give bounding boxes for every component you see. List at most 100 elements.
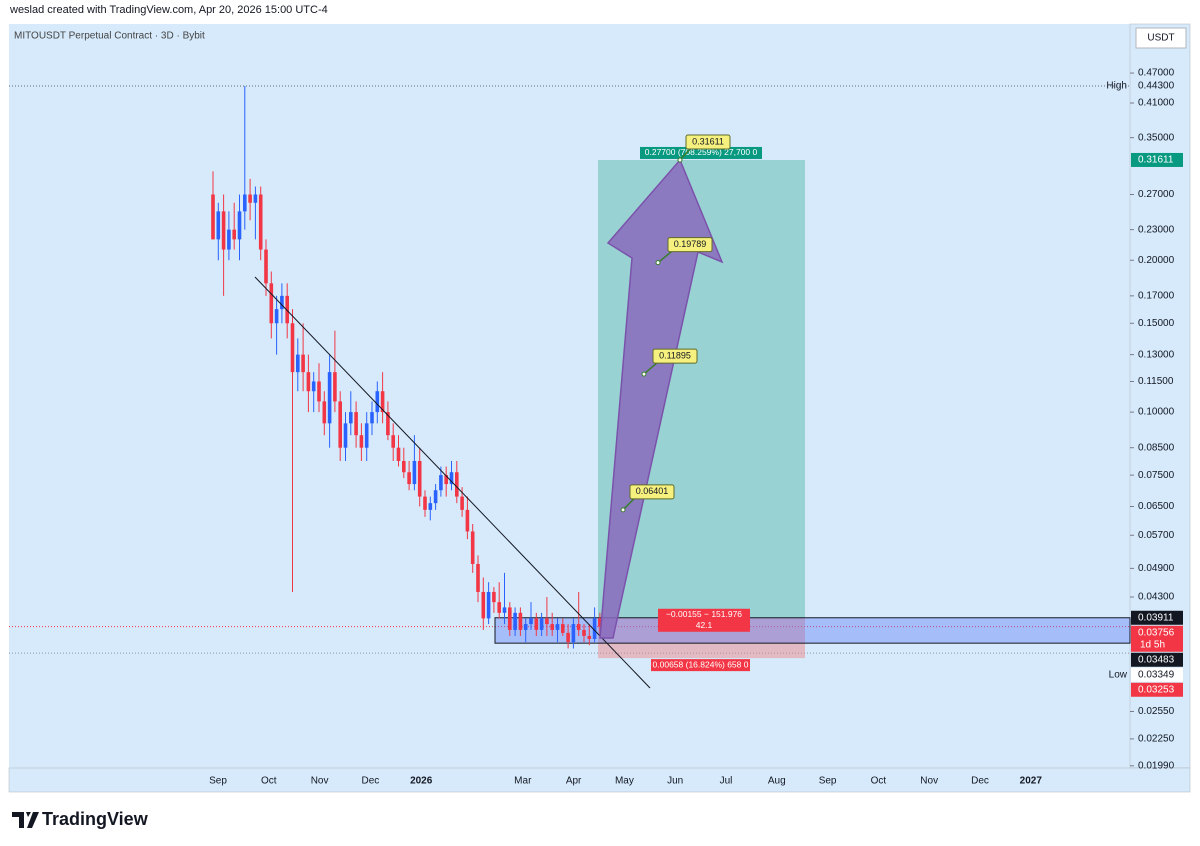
callout-point <box>655 260 661 266</box>
y-tick-label: 0.13000 <box>1138 349 1175 360</box>
y-tick-label: 0.02250 <box>1138 734 1175 745</box>
axis-badge <box>1131 610 1183 625</box>
callout-box <box>667 237 713 253</box>
label-box <box>640 146 762 159</box>
callout-label: 0.06401 <box>636 486 669 496</box>
candle-body <box>290 323 295 373</box>
candle-body <box>370 412 374 424</box>
candle-body <box>576 624 581 630</box>
candle-body <box>571 624 576 643</box>
time-axis <box>8 767 1191 793</box>
candle-body <box>539 618 544 630</box>
candle-body <box>264 249 268 284</box>
candle-body <box>349 412 353 424</box>
candle-body <box>221 211 226 250</box>
candle-body <box>269 283 274 324</box>
y-tick-label: 0.47000 <box>1138 68 1175 79</box>
candle-body <box>566 632 570 643</box>
candle-body <box>317 381 321 402</box>
axis-badge <box>1131 652 1183 667</box>
callout-label: 0.31611 <box>692 136 724 146</box>
candle-body <box>497 602 501 613</box>
candle-body <box>433 490 438 504</box>
candle-body <box>391 435 395 448</box>
x-tick-label: Apr <box>566 776 582 787</box>
brand: TradingView <box>42 809 149 829</box>
axis-badge <box>1131 152 1183 167</box>
candle-body <box>216 211 221 240</box>
y-tick-label: 0.05700 <box>1138 530 1175 541</box>
x-tick-label: 2027 <box>1020 776 1043 787</box>
candle-body <box>359 435 364 448</box>
position-label: −0.00155 − 151.976 <box>666 609 742 619</box>
candle-body <box>423 496 427 510</box>
callout-label: 0.11895 <box>659 350 691 360</box>
callout-label: 0.19789 <box>674 239 707 249</box>
candle-body <box>502 607 507 613</box>
y-tick-label: 0.20000 <box>1138 255 1175 266</box>
axis-badge-label: 0.03911 <box>1138 612 1174 623</box>
candle-body <box>306 372 311 392</box>
candle-body <box>301 354 305 373</box>
range-box <box>494 617 1131 644</box>
x-tick-label: Sep <box>819 776 837 787</box>
candle-body <box>232 229 236 240</box>
y-tick-label: 0.23000 <box>1138 224 1175 235</box>
y-tick-label: 0.08500 <box>1138 442 1175 453</box>
candle-body <box>243 194 247 212</box>
y-tick-label: 0.15000 <box>1138 318 1175 329</box>
candle-body <box>545 618 549 625</box>
candle-body <box>492 591 496 603</box>
candle-body <box>375 391 380 413</box>
x-tick-label: Dec <box>971 776 989 787</box>
overlay: 0.27700 (708.259%) 27,700 0 0.00658 (16.8… <box>620 134 1183 697</box>
candle-body <box>465 509 470 532</box>
candle-body <box>518 612 523 630</box>
high-label: High <box>1106 81 1127 92</box>
x-tick-label: Dec <box>362 776 380 787</box>
logo-mark <box>27 812 39 828</box>
candle-body <box>248 194 252 203</box>
low-label: Low <box>1109 669 1128 680</box>
logo-mark <box>12 812 31 828</box>
candle-body <box>587 635 592 639</box>
candle-body <box>508 607 512 630</box>
candle-body <box>253 194 258 203</box>
axis-badge-label: 0.31611 <box>1138 155 1174 166</box>
y-tick-label: 0.02550 <box>1138 706 1175 717</box>
candle-body <box>322 401 327 424</box>
candle-body <box>280 295 284 310</box>
candle-body <box>582 629 586 636</box>
candle-body <box>333 372 337 402</box>
candle-body <box>285 295 289 324</box>
x-tick-label: Sep <box>209 776 227 787</box>
currency-box <box>1135 27 1187 49</box>
axis-badge-label: 0.03253 <box>1138 684 1175 695</box>
y-tick-label: 0.17000 <box>1138 290 1175 301</box>
label-box <box>658 608 750 632</box>
candle-body <box>550 624 554 630</box>
candle-body <box>407 472 411 485</box>
y-tick-label: 0.06500 <box>1138 501 1175 512</box>
x-tick-label: Nov <box>920 776 938 787</box>
candle-body <box>296 354 300 373</box>
candle-body <box>470 531 475 564</box>
x-tick-label: May <box>615 776 634 787</box>
candle-body <box>598 618 602 627</box>
y-tick-label: 0.04300 <box>1138 592 1175 603</box>
x-tick-label: Mar <box>514 776 532 787</box>
position-label: 42.1 <box>696 620 713 630</box>
candle-body <box>455 472 459 497</box>
projection-arrow <box>599 158 724 639</box>
candle-body <box>311 381 316 392</box>
x-tick-label: Jul <box>720 776 733 787</box>
candle-body <box>592 618 597 639</box>
y-tick-label: 0.07500 <box>1138 470 1175 481</box>
y-tick-label: 0.41000 <box>1138 98 1175 109</box>
axis-badge <box>1131 667 1183 682</box>
callout-point <box>641 371 647 377</box>
candle-body <box>529 618 533 625</box>
candle-body <box>534 618 539 630</box>
candle-body <box>561 624 565 633</box>
